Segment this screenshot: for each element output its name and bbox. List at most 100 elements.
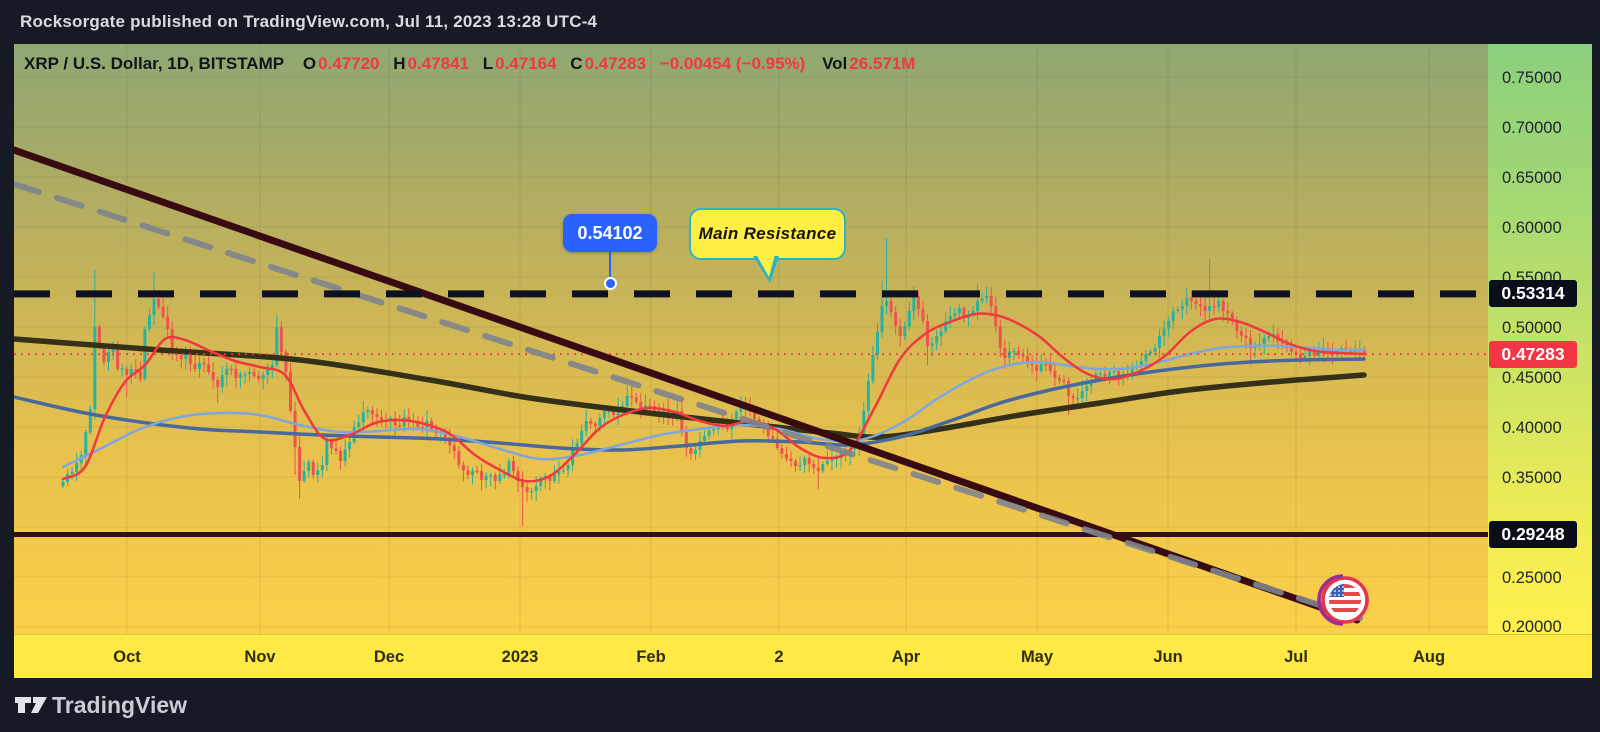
candle[interactable]: [193, 353, 197, 373]
candle[interactable]: [980, 293, 984, 304]
candle[interactable]: [84, 429, 88, 466]
candle[interactable]: [1262, 334, 1266, 355]
candle[interactable]: [1249, 330, 1253, 365]
candle[interactable]: [1162, 320, 1166, 347]
resistance-price-tag[interactable]: 0.53314: [1489, 280, 1577, 308]
candle[interactable]: [1012, 347, 1016, 361]
x-axis-tick-label[interactable]: Apr: [892, 648, 921, 666]
y-axis-tick-label[interactable]: 0.70000: [1502, 119, 1562, 137]
candle[interactable]: [1189, 290, 1193, 310]
candle[interactable]: [935, 329, 939, 351]
candle[interactable]: [989, 287, 993, 317]
candle[interactable]: [1030, 355, 1034, 374]
candle[interactable]: [493, 472, 497, 490]
candle[interactable]: [898, 318, 902, 347]
y-axis-tick-label[interactable]: 0.35000: [1502, 469, 1562, 487]
candle[interactable]: [229, 365, 233, 376]
candle[interactable]: [220, 366, 224, 393]
candle[interactable]: [225, 362, 229, 386]
candle[interactable]: [311, 459, 315, 479]
candle[interactable]: [129, 363, 133, 385]
candle[interactable]: [1112, 365, 1116, 378]
candle[interactable]: [1199, 297, 1202, 317]
candle[interactable]: [166, 305, 170, 340]
candle[interactable]: [293, 401, 297, 475]
candle[interactable]: [1062, 374, 1066, 385]
y-axis-tick-label[interactable]: 0.75000: [1502, 69, 1562, 87]
candle[interactable]: [666, 398, 670, 426]
candle[interactable]: [634, 393, 638, 405]
candle[interactable]: [1026, 347, 1030, 369]
tradingview-brand-text[interactable]: TradingView: [52, 691, 188, 718]
candle[interactable]: [998, 319, 1002, 358]
candle[interactable]: [480, 463, 484, 491]
candle[interactable]: [1148, 349, 1152, 357]
candle[interactable]: [1048, 355, 1052, 375]
candle[interactable]: [457, 446, 461, 469]
candle[interactable]: [807, 453, 811, 472]
candle[interactable]: [70, 467, 74, 480]
candle[interactable]: [325, 436, 329, 471]
y-axis-tick-label[interactable]: 0.40000: [1502, 419, 1562, 437]
support-price-tag[interactable]: 0.29248: [1489, 521, 1577, 549]
candle[interactable]: [1212, 295, 1216, 315]
candle[interactable]: [812, 460, 816, 474]
tradingview-logo-icon[interactable]: [14, 692, 50, 718]
candle[interactable]: [962, 305, 966, 323]
candle[interactable]: [88, 405, 92, 435]
candle[interactable]: [238, 371, 242, 388]
candle[interactable]: [1035, 356, 1039, 382]
candle[interactable]: [471, 467, 474, 485]
y-axis-tick-label[interactable]: 0.45000: [1502, 369, 1562, 387]
candle[interactable]: [648, 398, 652, 412]
candle[interactable]: [261, 371, 265, 390]
drawing-anchor-handle[interactable]: [604, 277, 617, 290]
x-axis-tick-label[interactable]: Oct: [113, 648, 141, 666]
primary-downtrend-trendline[interactable]: [14, 146, 1361, 624]
candle[interactable]: [789, 451, 793, 468]
candle[interactable]: [161, 297, 165, 319]
candle[interactable]: [393, 411, 397, 436]
candle[interactable]: [985, 287, 989, 304]
candle[interactable]: [234, 360, 238, 388]
candle[interactable]: [557, 460, 561, 484]
candle[interactable]: [1044, 357, 1048, 372]
candle[interactable]: [198, 356, 201, 378]
candle[interactable]: [703, 430, 707, 444]
candle[interactable]: [461, 461, 465, 482]
candle[interactable]: [248, 367, 252, 382]
candle[interactable]: [875, 322, 879, 361]
candle[interactable]: [1230, 311, 1234, 325]
candle[interactable]: [370, 406, 374, 425]
x-axis-tick-label[interactable]: May: [1021, 648, 1054, 666]
x-axis-tick-label[interactable]: Jun: [1153, 648, 1182, 666]
x-axis-tick-label[interactable]: Jul: [1284, 648, 1308, 666]
candle[interactable]: [1003, 339, 1007, 369]
candle[interactable]: [780, 444, 784, 460]
candle[interactable]: [475, 465, 479, 474]
candle[interactable]: [1167, 316, 1171, 337]
candle[interactable]: [298, 436, 302, 499]
last-price-tag[interactable]: 0.47283: [1489, 340, 1577, 368]
candle[interactable]: [484, 472, 488, 488]
candle[interactable]: [921, 300, 925, 325]
candle[interactable]: [107, 348, 110, 371]
candle[interactable]: [525, 480, 529, 502]
candle[interactable]: [1057, 374, 1061, 384]
candle[interactable]: [252, 367, 256, 379]
candle[interactable]: [589, 418, 593, 429]
candle[interactable]: [243, 371, 247, 385]
candle[interactable]: [903, 321, 907, 340]
candle[interactable]: [1053, 363, 1057, 387]
candle[interactable]: [1158, 328, 1162, 359]
candle[interactable]: [343, 439, 347, 467]
candle[interactable]: [61, 480, 65, 488]
candle[interactable]: [1208, 259, 1212, 320]
candle[interactable]: [1326, 342, 1330, 360]
candle[interactable]: [916, 290, 920, 317]
x-axis-tick-label[interactable]: Aug: [1413, 648, 1445, 666]
candle[interactable]: [580, 424, 584, 449]
candle[interactable]: [466, 465, 470, 479]
candle[interactable]: [530, 487, 534, 500]
